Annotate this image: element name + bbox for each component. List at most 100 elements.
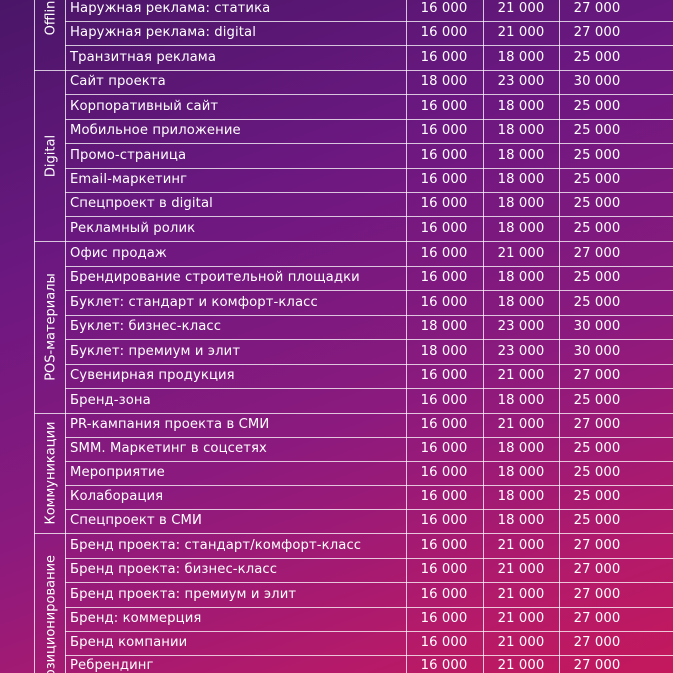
category-label: Позиционирование (34, 533, 68, 673)
column-divider (65, 0, 66, 673)
price-value: 18 000 (497, 294, 545, 310)
price-value: 16 000 (420, 1, 468, 16)
price-value: 25 000 (573, 270, 621, 285)
price-value: 21 000 (497, 417, 545, 432)
price-value: 16 000 (420, 635, 468, 650)
row-divider (65, 290, 673, 291)
category-label-text: Offline (43, 0, 59, 36)
price-value: 18 000 (497, 147, 545, 163)
price-value: 21 000 (497, 635, 545, 650)
row-divider (65, 315, 673, 316)
price-value: 25 000 (573, 49, 621, 65)
category-label: POS-материалы (34, 241, 68, 413)
price-value: 16 000 (420, 513, 468, 528)
row-label: Бренд проекта: бизнес-класс (70, 562, 278, 577)
price-value: 27 000 (573, 586, 621, 602)
row-label: Спецпроект в digital (70, 196, 213, 211)
price-value: 16 000 (420, 294, 468, 310)
category-label-text: Digital (43, 134, 59, 177)
row-divider (65, 485, 673, 486)
price-value: 18 000 (497, 270, 545, 285)
row-divider (65, 45, 673, 46)
price-value: 18 000 (497, 392, 545, 408)
price-value: 16 000 (420, 489, 468, 504)
price-value: 27 000 (573, 562, 621, 577)
price-value: 18 000 (497, 172, 545, 187)
row-label: Бренд проекта: стандарт/комфорт-класс (70, 537, 362, 553)
price-value: 21 000 (497, 586, 545, 602)
price-value: 16 000 (420, 537, 468, 553)
row-label: Сайт проекта (70, 74, 166, 89)
price-value: 16 000 (420, 270, 468, 285)
row-divider (65, 388, 673, 389)
row-label: Email-маркетинг (70, 172, 188, 187)
price-value: 23 000 (497, 343, 545, 359)
price-value: 16 000 (420, 49, 468, 65)
price-value: 16 000 (420, 196, 468, 211)
price-value: 25 000 (573, 196, 621, 211)
price-value: 18 000 (420, 319, 468, 334)
row-divider (65, 655, 673, 656)
row-divider (65, 266, 673, 267)
row-label: Мероприятие (70, 465, 165, 480)
row-divider (65, 168, 673, 169)
price-value: 25 000 (573, 489, 621, 504)
row-label: Мобильное приложение (70, 123, 241, 138)
column-divider (34, 0, 35, 673)
price-value: 21 000 (497, 368, 545, 383)
price-value: 25 000 (573, 441, 621, 456)
row-label: Буклет: бизнес-класс (70, 319, 222, 334)
row-divider (65, 21, 673, 22)
section-divider (34, 70, 673, 71)
price-value: 16 000 (420, 392, 468, 408)
price-value: 27 000 (573, 1, 621, 16)
row-divider (65, 119, 673, 120)
price-value: 21 000 (497, 537, 545, 553)
section-divider (34, 533, 673, 534)
row-label: Офис продаж (70, 245, 167, 261)
row-label: Сувенирная продукция (70, 368, 235, 383)
price-value: 18 000 (497, 49, 545, 65)
row-divider (65, 509, 673, 510)
row-label: SMM. Маркетинг в соцсетях (70, 441, 267, 456)
price-value: 16 000 (420, 368, 468, 383)
category-label: Offline (34, 0, 68, 70)
price-value: 16 000 (420, 220, 468, 236)
price-value: 25 000 (573, 465, 621, 480)
price-value: 25 000 (573, 172, 621, 187)
price-value: 27 000 (573, 611, 621, 626)
price-value: 18 000 (420, 343, 468, 359)
price-value: 25 000 (573, 392, 621, 408)
price-value: 18 000 (420, 74, 468, 89)
price-value: 16 000 (420, 147, 468, 163)
price-value: 27 000 (573, 657, 621, 673)
price-value: 16 000 (420, 123, 468, 138)
price-value: 16 000 (420, 657, 468, 673)
row-label: Наружная реклама: digital (70, 25, 256, 40)
price-value: 18 000 (497, 513, 545, 528)
row-divider (65, 143, 673, 144)
price-value: 21 000 (497, 562, 545, 577)
price-value: 21 000 (497, 25, 545, 40)
row-label: Бренд проекта: премиум и элит (70, 586, 297, 602)
price-value: 18 000 (497, 489, 545, 504)
price-value: 27 000 (573, 25, 621, 40)
category-label-text: Коммуникации (43, 421, 59, 525)
row-divider (65, 558, 673, 559)
row-divider (65, 631, 673, 632)
row-divider (65, 461, 673, 462)
price-value: 21 000 (497, 1, 545, 16)
category-label-text: POS-материалы (43, 273, 59, 381)
price-value: 16 000 (420, 465, 468, 480)
price-value: 18 000 (497, 196, 545, 211)
price-value: 21 000 (497, 657, 545, 673)
row-label: Промо-страница (70, 147, 187, 163)
price-value: 25 000 (573, 123, 621, 138)
price-value: 16 000 (420, 25, 468, 40)
category-label: Коммуникации (34, 413, 68, 533)
row-divider (65, 339, 673, 340)
section-divider (34, 241, 673, 242)
row-label: Рекламный ролик (70, 220, 196, 236)
row-label: PR-кампания проекта в СМИ (70, 417, 270, 432)
